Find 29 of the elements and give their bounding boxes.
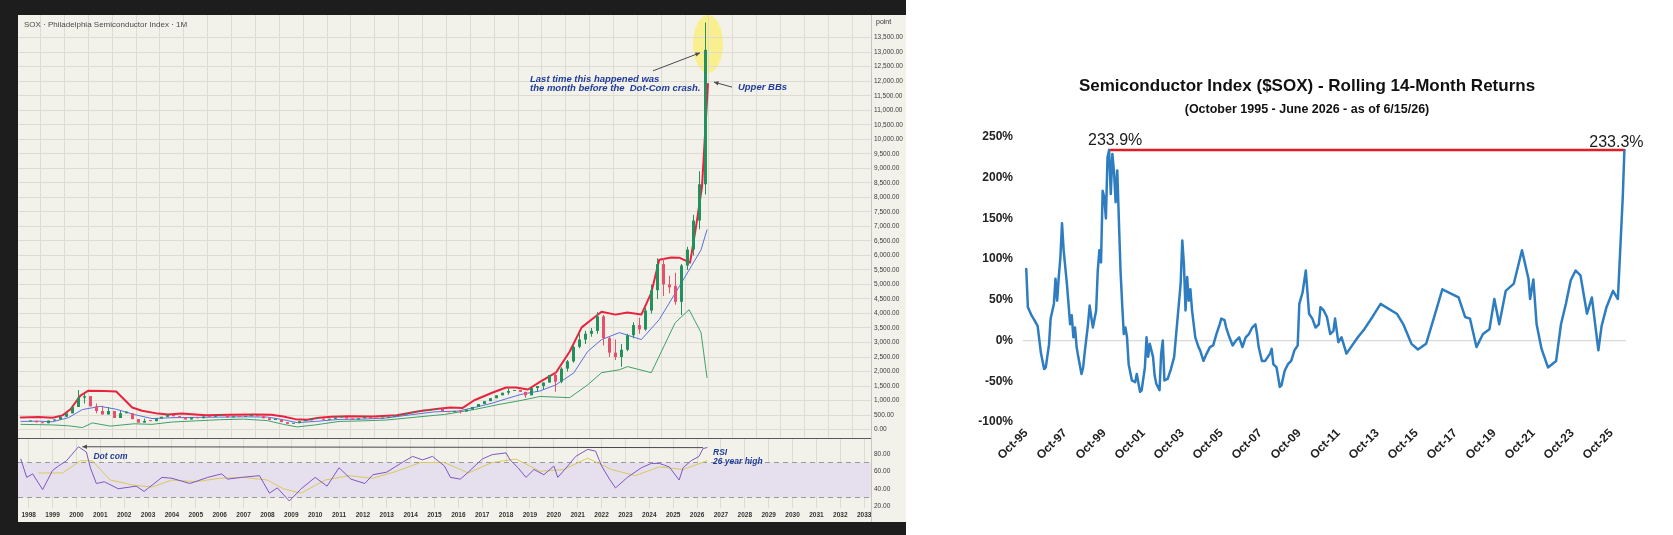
y-tick-label: 0% [995,332,1014,347]
candlestick [530,388,533,396]
chart-subtitle: (October 1995 - June 2026 - as of 6/15/26) [1184,102,1430,117]
candlestick [131,413,134,420]
annotation: RSI 26 year high [712,447,763,466]
chart-title: Semiconductor Index ($SOX) - Rolling 14-Month Returns [1078,76,1536,96]
y-tick-label: 50% [988,292,1014,307]
text: SOX · Philadelphia Semiconductor Index · 1M [24,20,188,30]
candlestick [83,393,86,404]
annotation: 233.9% [1088,131,1143,149]
annotation: Upper BBs [737,81,788,93]
y-tick-label: 100% [982,251,1014,266]
y-tick-label: -100% [978,414,1014,429]
annotation: Dot com [93,450,128,461]
candlestick [483,401,486,405]
candlestick [471,406,474,410]
candlestick [495,395,498,399]
candlestick [71,406,74,414]
candlestick [137,419,140,423]
candlestick [489,398,492,402]
y-tick-label: 200% [982,170,1014,185]
y-tick-label: 250% [982,129,1014,144]
candlestick [89,396,92,407]
y-tick-label: 150% [982,210,1014,225]
y-tick-label: -50% [984,373,1014,388]
annotation: Last time this happened was the month before the Dot-Com crash. [530,72,701,93]
candlestick [65,413,68,417]
candlestick [477,404,480,407]
annotation: 233.3% [1589,132,1644,150]
